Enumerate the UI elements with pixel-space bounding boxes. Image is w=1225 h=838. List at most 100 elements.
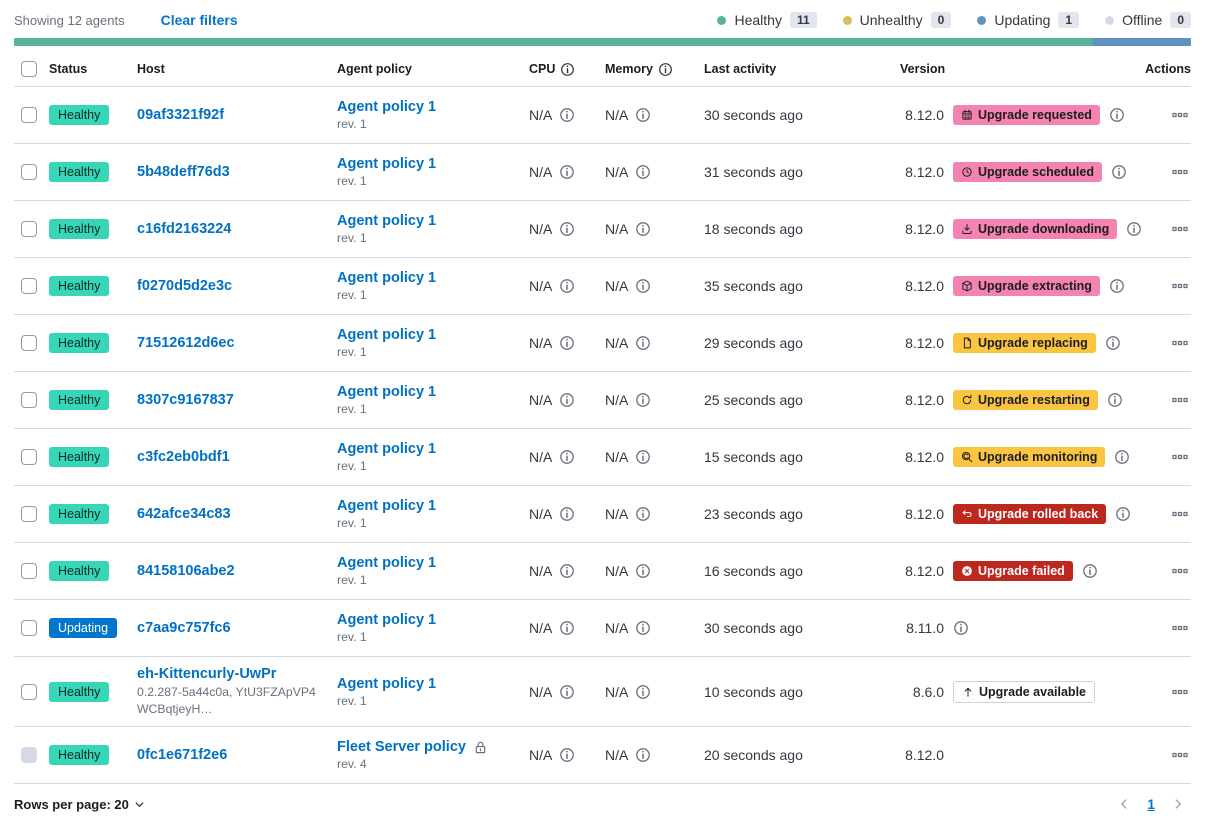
select-all-checkbox[interactable]: [21, 61, 37, 77]
agent-policy-link[interactable]: Agent policy 1: [337, 675, 437, 692]
host-link[interactable]: c16fd2163224: [137, 221, 232, 237]
actions-menu-button[interactable]: [1172, 620, 1188, 636]
row-checkbox[interactable]: [21, 506, 37, 522]
upgrade-details-info-icon[interactable]: [1115, 506, 1131, 522]
memory-row-info-icon[interactable]: [635, 563, 651, 579]
actions-menu-button[interactable]: [1172, 164, 1188, 180]
memory-row-info-icon[interactable]: [635, 107, 651, 123]
upgrade-details-info-icon[interactable]: [1111, 164, 1127, 180]
agent-policy-link[interactable]: Agent policy 1: [337, 612, 437, 628]
memory-row-info-icon[interactable]: [635, 278, 651, 294]
previous-page-button[interactable]: [1117, 797, 1131, 811]
cpu-row-info-icon[interactable]: [559, 164, 575, 180]
host-link[interactable]: 642afce34c83: [137, 506, 231, 522]
upgrade-details-info-icon[interactable]: [1107, 392, 1123, 408]
cpu-info-icon[interactable]: [560, 62, 575, 77]
upgrade-details-info-icon[interactable]: [1114, 449, 1130, 465]
row-checkbox[interactable]: [21, 278, 37, 294]
host-link[interactable]: 71512612d6ec: [137, 335, 235, 351]
upgrade-details-info-icon[interactable]: [1109, 107, 1125, 123]
agent-policy-link[interactable]: Agent policy 1: [337, 99, 437, 115]
memory-row-info-icon[interactable]: [635, 684, 651, 700]
host-link[interactable]: 84158106abe2: [137, 563, 235, 579]
cpu-row-info-icon[interactable]: [559, 449, 575, 465]
legend-item-healthy[interactable]: Healthy 11: [717, 12, 817, 28]
actions-menu-button[interactable]: [1172, 684, 1188, 700]
upgrade-details-info-icon[interactable]: [1105, 335, 1121, 351]
legend-item-updating[interactable]: Updating 1: [977, 12, 1080, 28]
memory-row-info-icon[interactable]: [635, 335, 651, 351]
cpu-row-info-icon[interactable]: [559, 107, 575, 123]
agent-policy-link[interactable]: Agent policy 1: [337, 555, 437, 571]
upgrade-status-badge: Upgrade requested: [953, 105, 1100, 125]
memory-row-info-icon[interactable]: [635, 620, 651, 636]
memory-row-info-icon[interactable]: [635, 164, 651, 180]
cpu-row-info-icon[interactable]: [559, 684, 575, 700]
host-link[interactable]: eh-Kittencurly-UwPr: [137, 666, 277, 682]
actions-menu-button[interactable]: [1172, 449, 1188, 465]
memory-row-info-icon[interactable]: [635, 449, 651, 465]
row-checkbox[interactable]: [21, 563, 37, 579]
actions-menu-button[interactable]: [1172, 747, 1188, 763]
row-checkbox[interactable]: [21, 335, 37, 351]
host-link[interactable]: c7aa9c757fc6: [137, 620, 231, 636]
host-link[interactable]: f0270d5d2e3c: [137, 278, 233, 294]
row-checkbox[interactable]: [21, 449, 37, 465]
cpu-row-info-icon[interactable]: [559, 563, 575, 579]
actions-menu-button[interactable]: [1172, 506, 1188, 522]
agent-policy-link[interactable]: Agent policy 1: [337, 327, 437, 343]
agent-policy-link[interactable]: Agent policy 1: [337, 213, 437, 229]
row-checkbox[interactable]: [21, 164, 37, 180]
cpu-row-info-icon[interactable]: [559, 620, 575, 636]
memory-row-info-icon[interactable]: [635, 747, 651, 763]
cpu-row-info-icon[interactable]: [559, 221, 575, 237]
host-link[interactable]: 09af3321f92f: [137, 107, 225, 123]
legend-item-offline[interactable]: Offline 0: [1105, 12, 1191, 28]
rows-per-page-selector[interactable]: Rows per page: 20: [14, 797, 146, 812]
upgrade-details-info-icon[interactable]: [953, 620, 969, 636]
row-checkbox[interactable]: [21, 620, 37, 636]
upgrade-details-info-icon[interactable]: [1082, 563, 1098, 579]
healthy-dot-icon: [717, 15, 727, 25]
policy-revision: rev. 1: [337, 345, 367, 359]
agent-policy-link[interactable]: Agent policy 1: [337, 441, 437, 457]
clear-filters-link[interactable]: Clear filters: [160, 12, 238, 28]
memory-info-icon[interactable]: [658, 62, 673, 77]
agent-policy-link[interactable]: Agent policy 1: [337, 270, 437, 286]
memory-row-info-icon[interactable]: [635, 506, 651, 522]
cpu-row-info-icon[interactable]: [559, 747, 575, 763]
row-checkbox[interactable]: [21, 107, 37, 123]
host-link[interactable]: 8307c9167837: [137, 392, 234, 408]
agent-status-badge: Updating: [49, 618, 118, 638]
agent-policy-link[interactable]: Agent policy 1: [337, 498, 437, 514]
upgrade-details-info-icon[interactable]: [1109, 278, 1125, 294]
cpu-row-info-icon[interactable]: [559, 278, 575, 294]
legend-item-unhealthy[interactable]: Unhealthy 0: [842, 12, 952, 28]
row-checkbox[interactable]: [21, 683, 37, 700]
row-checkbox[interactable]: [21, 392, 37, 408]
host-link[interactable]: c3fc2eb0bdf1: [137, 449, 230, 465]
actions-menu-button[interactable]: [1172, 278, 1188, 294]
memory-row-info-icon[interactable]: [635, 221, 651, 237]
agent-policy-link[interactable]: Fleet Server policy: [337, 739, 466, 756]
cpu-row-info-icon[interactable]: [559, 506, 575, 522]
upgrade-badge-icon: [962, 686, 974, 698]
host-link[interactable]: 0fc1e671f2e6: [137, 747, 228, 764]
actions-menu-button[interactable]: [1172, 107, 1188, 123]
host-link[interactable]: 5b48deff76d3: [137, 164, 230, 180]
actions-menu-button[interactable]: [1172, 335, 1188, 351]
agent-policy-link[interactable]: Agent policy 1: [337, 156, 437, 172]
agent-policy-link[interactable]: Agent policy 1: [337, 384, 437, 400]
next-page-button[interactable]: [1171, 797, 1185, 811]
memory-value: N/A: [605, 506, 629, 522]
cpu-row-info-icon[interactable]: [559, 392, 575, 408]
page-number-1[interactable]: 1: [1147, 796, 1155, 813]
actions-menu-button[interactable]: [1172, 392, 1188, 408]
row-checkbox[interactable]: [21, 747, 37, 764]
actions-menu-button[interactable]: [1172, 221, 1188, 237]
upgrade-details-info-icon[interactable]: [1126, 221, 1142, 237]
actions-menu-button[interactable]: [1172, 563, 1188, 579]
cpu-row-info-icon[interactable]: [559, 335, 575, 351]
memory-row-info-icon[interactable]: [635, 392, 651, 408]
row-checkbox[interactable]: [21, 221, 37, 237]
